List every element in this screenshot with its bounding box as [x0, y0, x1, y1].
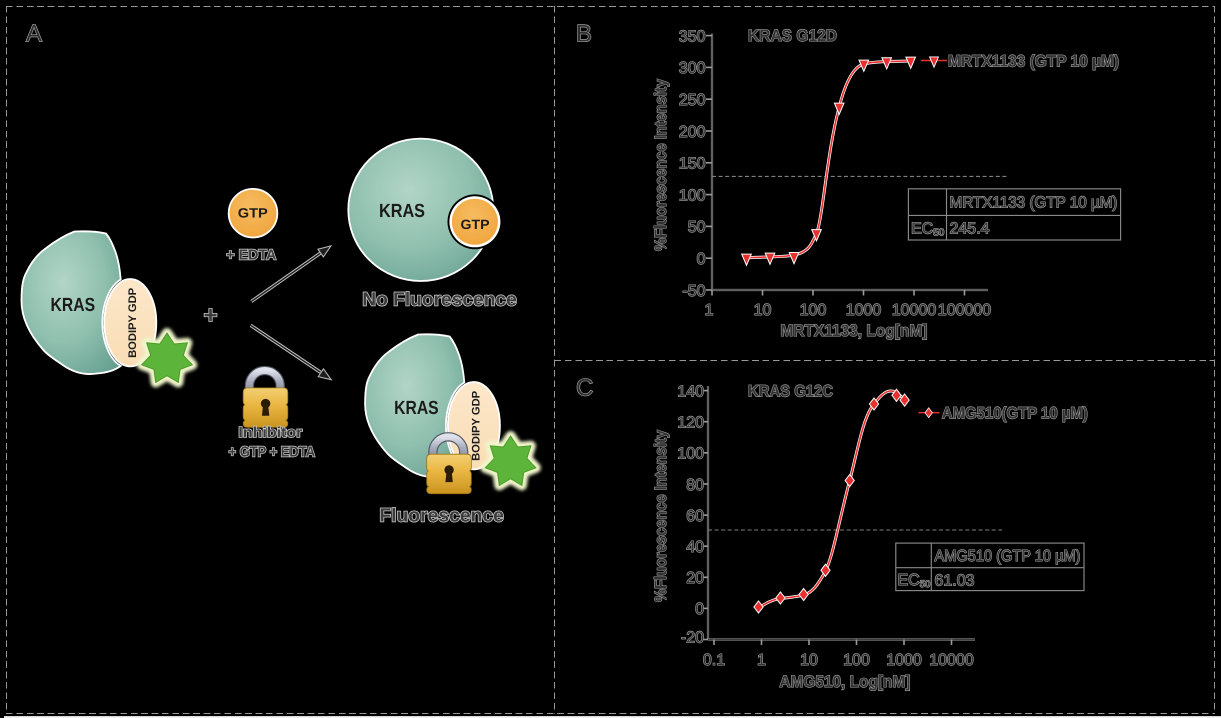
svg-text:0: 0 [695, 601, 704, 618]
svg-text:No Fluorescence: No Fluorescence [362, 290, 517, 311]
svg-text:GTP: GTP [238, 206, 268, 221]
svg-text:0: 0 [697, 251, 706, 268]
svg-text:245.4: 245.4 [950, 221, 990, 238]
svg-text:KRAS G12D: KRAS G12D [748, 27, 837, 45]
svg-text:150: 150 [679, 156, 706, 173]
svg-text:MRTX1133, Log[nM]: MRTX1133, Log[nM] [780, 322, 927, 340]
svg-text:1: 1 [705, 302, 714, 319]
svg-text:1000: 1000 [886, 652, 922, 669]
svg-text:100: 100 [679, 187, 706, 204]
svg-text:60: 60 [686, 508, 704, 525]
svg-text:-50: -50 [682, 283, 705, 300]
svg-text:1000: 1000 [846, 302, 882, 319]
svg-text:%Fluorescence Intensity: %Fluorescence Intensity [652, 429, 670, 602]
svg-text:10: 10 [800, 652, 818, 669]
svg-text:100: 100 [843, 652, 870, 669]
svg-text:40: 40 [686, 539, 704, 556]
svg-text:AMG510 (GTP 10 µM): AMG510 (GTP 10 µM) [935, 548, 1081, 565]
svg-text:+: + [203, 302, 217, 329]
svg-text:Fluorescence: Fluorescence [379, 506, 504, 527]
svg-text:10000: 10000 [929, 652, 974, 669]
svg-text:+ GTP + EDTA: + GTP + EDTA [229, 445, 316, 461]
svg-text:A: A [26, 21, 42, 48]
svg-text:80: 80 [686, 477, 704, 494]
svg-text:GTP: GTP [461, 217, 490, 232]
svg-text:350: 350 [679, 28, 706, 45]
svg-text:C: C [576, 375, 593, 402]
svg-text:KRAS G12C: KRAS G12C [748, 383, 833, 401]
svg-text:200: 200 [679, 124, 706, 141]
svg-text:100: 100 [800, 302, 827, 319]
svg-text:61.03: 61.03 [935, 573, 975, 590]
svg-text:20: 20 [686, 570, 704, 587]
svg-text:50: 50 [688, 219, 706, 236]
svg-text:10: 10 [754, 302, 772, 319]
svg-text:100000: 100000 [938, 302, 991, 319]
svg-text:10000: 10000 [892, 302, 937, 319]
svg-text:-20: -20 [681, 630, 704, 647]
svg-text:+ EDTA: + EDTA [226, 248, 277, 264]
svg-text:0.1: 0.1 [703, 652, 725, 669]
svg-text:AMG510(GTP 10 µM): AMG510(GTP 10 µM) [942, 405, 1088, 423]
svg-text:300: 300 [679, 60, 706, 77]
svg-text:100: 100 [677, 446, 704, 463]
svg-text:140: 140 [677, 383, 704, 400]
svg-text:B: B [576, 20, 592, 47]
svg-text:AMG510, Log[nM]: AMG510, Log[nM] [779, 673, 910, 691]
svg-text:MRTX1133 (GTP 10 µM): MRTX1133 (GTP 10 µM) [948, 53, 1119, 71]
svg-text:KRAS: KRAS [379, 201, 425, 222]
svg-text:%Fluorescence Intensity: %Fluorescence Intensity [652, 78, 670, 251]
svg-text:120: 120 [677, 415, 704, 432]
svg-text:1: 1 [757, 652, 766, 669]
svg-text:250: 250 [679, 92, 706, 109]
svg-text:MRTX1133 (GTP 10 µM): MRTX1133 (GTP 10 µM) [950, 195, 1118, 212]
svg-text:Inhibitor: Inhibitor [238, 425, 302, 441]
